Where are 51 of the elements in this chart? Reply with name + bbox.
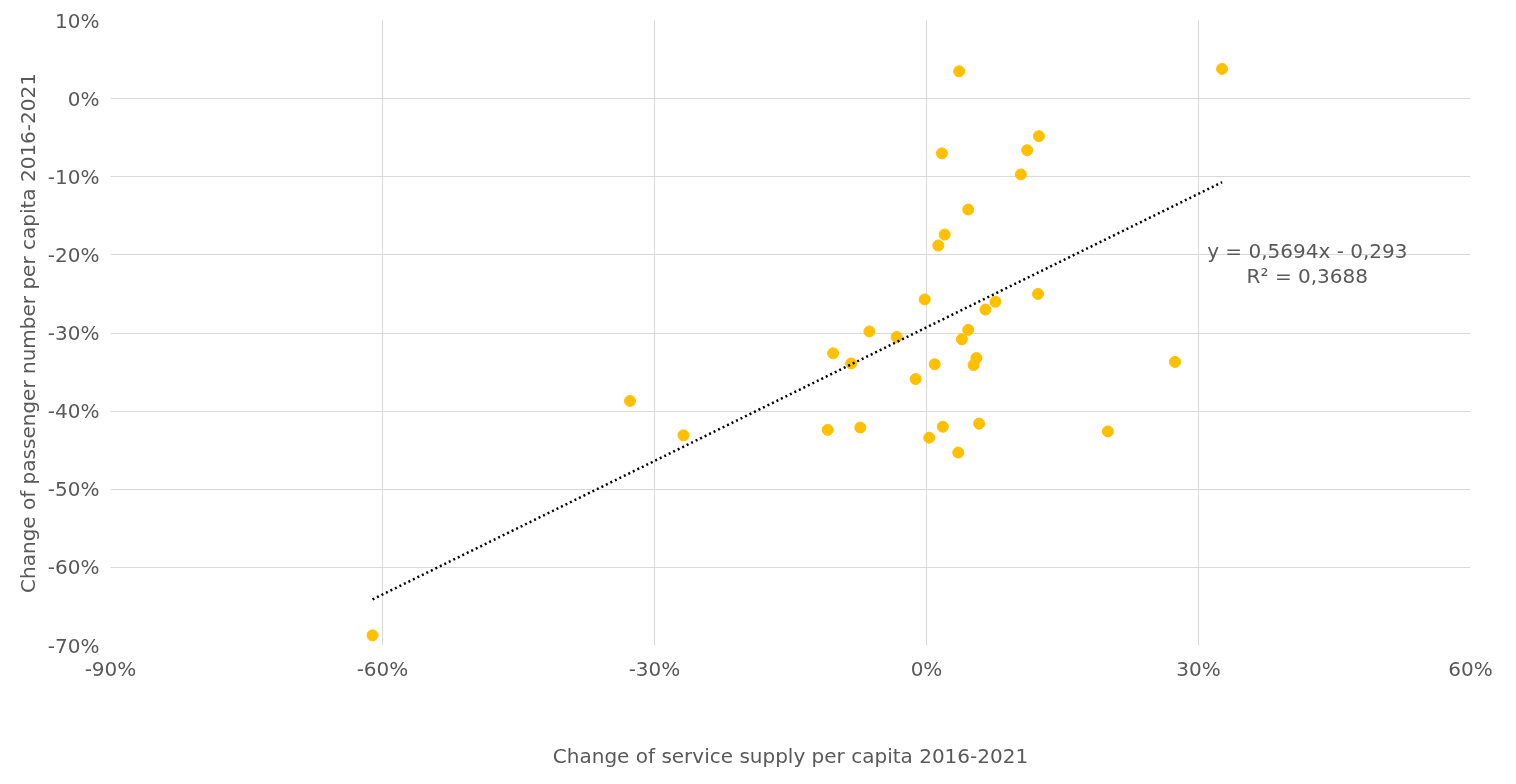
point (953, 65, 966, 78)
point (827, 347, 840, 360)
point (962, 203, 975, 216)
x-tick-label: 0% (910, 656, 943, 681)
point (935, 147, 948, 160)
y-tick-label: -10% (47, 164, 100, 189)
x-tick-label: -60% (356, 656, 409, 681)
point (962, 323, 975, 336)
x-axis-title: Change of service supply per capita 2016-2021 (552, 743, 1029, 768)
point (1032, 130, 1045, 143)
x-tick-label: -30% (628, 656, 681, 681)
annotation: y = 0,5694x - 0,293 (1207, 238, 1408, 263)
point (677, 429, 690, 442)
point (821, 423, 834, 436)
point (928, 358, 941, 371)
annotation: R² = 0,3688 (1246, 263, 1368, 288)
point (932, 239, 945, 252)
y-tick-label: -70% (47, 633, 100, 658)
point (863, 325, 876, 338)
x-tick-label: -90% (84, 656, 137, 681)
y-axis-title: Change of passenger number per capita 2016-2021 (15, 73, 40, 593)
point (955, 333, 968, 346)
point (967, 359, 980, 372)
point (1101, 425, 1114, 438)
point (1168, 355, 1181, 368)
point (1216, 62, 1229, 75)
x-tick-label: 60% (1448, 656, 1493, 681)
point (366, 629, 379, 642)
y-tick-label: 10% (55, 8, 100, 33)
x-tick-label: 30% (1176, 656, 1221, 681)
point (923, 431, 936, 444)
point (936, 420, 949, 433)
point (624, 394, 637, 407)
y-tick-label: 0% (67, 86, 100, 111)
point (1032, 287, 1045, 300)
point (918, 293, 931, 306)
point (854, 421, 867, 434)
y-tick-label: -30% (47, 321, 100, 345)
point (989, 295, 1002, 308)
y-tick-label: -40% (47, 399, 100, 424)
point (979, 303, 992, 316)
point (1021, 144, 1034, 157)
point (909, 373, 922, 386)
point (938, 228, 951, 241)
y-tick-label: -60% (47, 555, 100, 580)
y-tick-label: -20% (47, 242, 100, 267)
point (890, 330, 903, 343)
point (1014, 168, 1027, 181)
y-tick-label: -50% (47, 477, 100, 502)
point (952, 446, 965, 459)
point (973, 417, 986, 430)
